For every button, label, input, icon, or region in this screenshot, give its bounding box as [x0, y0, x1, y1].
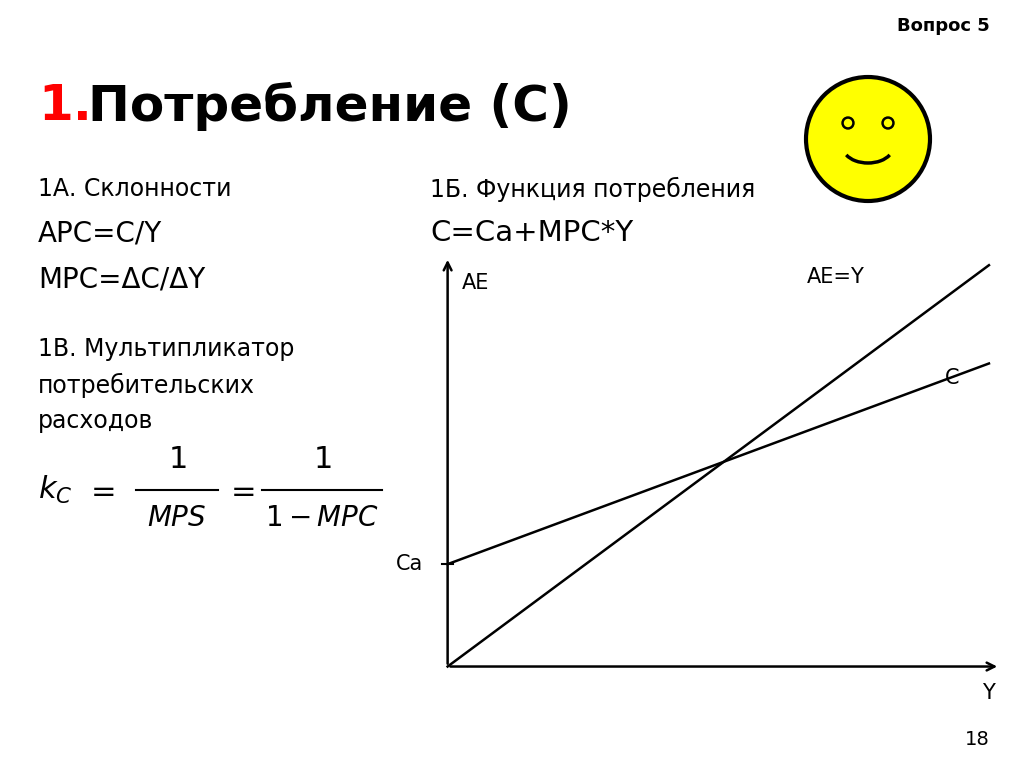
- Text: $1$: $1$: [168, 445, 186, 474]
- Text: Потребление (С): Потребление (С): [88, 82, 571, 131]
- Text: AE: AE: [462, 273, 488, 294]
- Text: Y: Y: [982, 683, 995, 703]
- Circle shape: [806, 77, 930, 201]
- Text: МРС=ΔС/ΔY: МРС=ΔС/ΔY: [38, 265, 205, 293]
- Text: расходов: расходов: [38, 409, 154, 433]
- Circle shape: [842, 117, 854, 129]
- Text: AE=Y: AE=Y: [807, 268, 864, 288]
- Text: $=$: $=$: [85, 476, 115, 505]
- Text: 1А. Склонности: 1А. Склонности: [38, 177, 231, 201]
- Text: АРС=С/Y: АРС=С/Y: [38, 219, 162, 247]
- Text: Ca: Ca: [395, 554, 423, 574]
- Text: С=Са+МРС*Y: С=Са+МРС*Y: [430, 219, 633, 247]
- Text: $1 - MPC$: $1 - MPC$: [265, 504, 379, 532]
- Text: $MPS$: $MPS$: [147, 504, 207, 532]
- Text: Вопрос 5: Вопрос 5: [897, 17, 990, 35]
- Text: $k_C$: $k_C$: [38, 474, 73, 506]
- Text: 1.: 1.: [38, 82, 92, 130]
- Text: C: C: [945, 368, 959, 388]
- Text: $=$: $=$: [225, 476, 255, 505]
- Text: $1$: $1$: [312, 445, 331, 474]
- Text: 1Б. Функция потребления: 1Б. Функция потребления: [430, 177, 756, 202]
- Text: 18: 18: [966, 730, 990, 749]
- Circle shape: [885, 120, 892, 127]
- Circle shape: [845, 120, 852, 127]
- Text: 1В. Мультипликатор: 1В. Мультипликатор: [38, 337, 294, 361]
- Circle shape: [882, 117, 894, 129]
- Text: потребительских: потребительских: [38, 373, 255, 398]
